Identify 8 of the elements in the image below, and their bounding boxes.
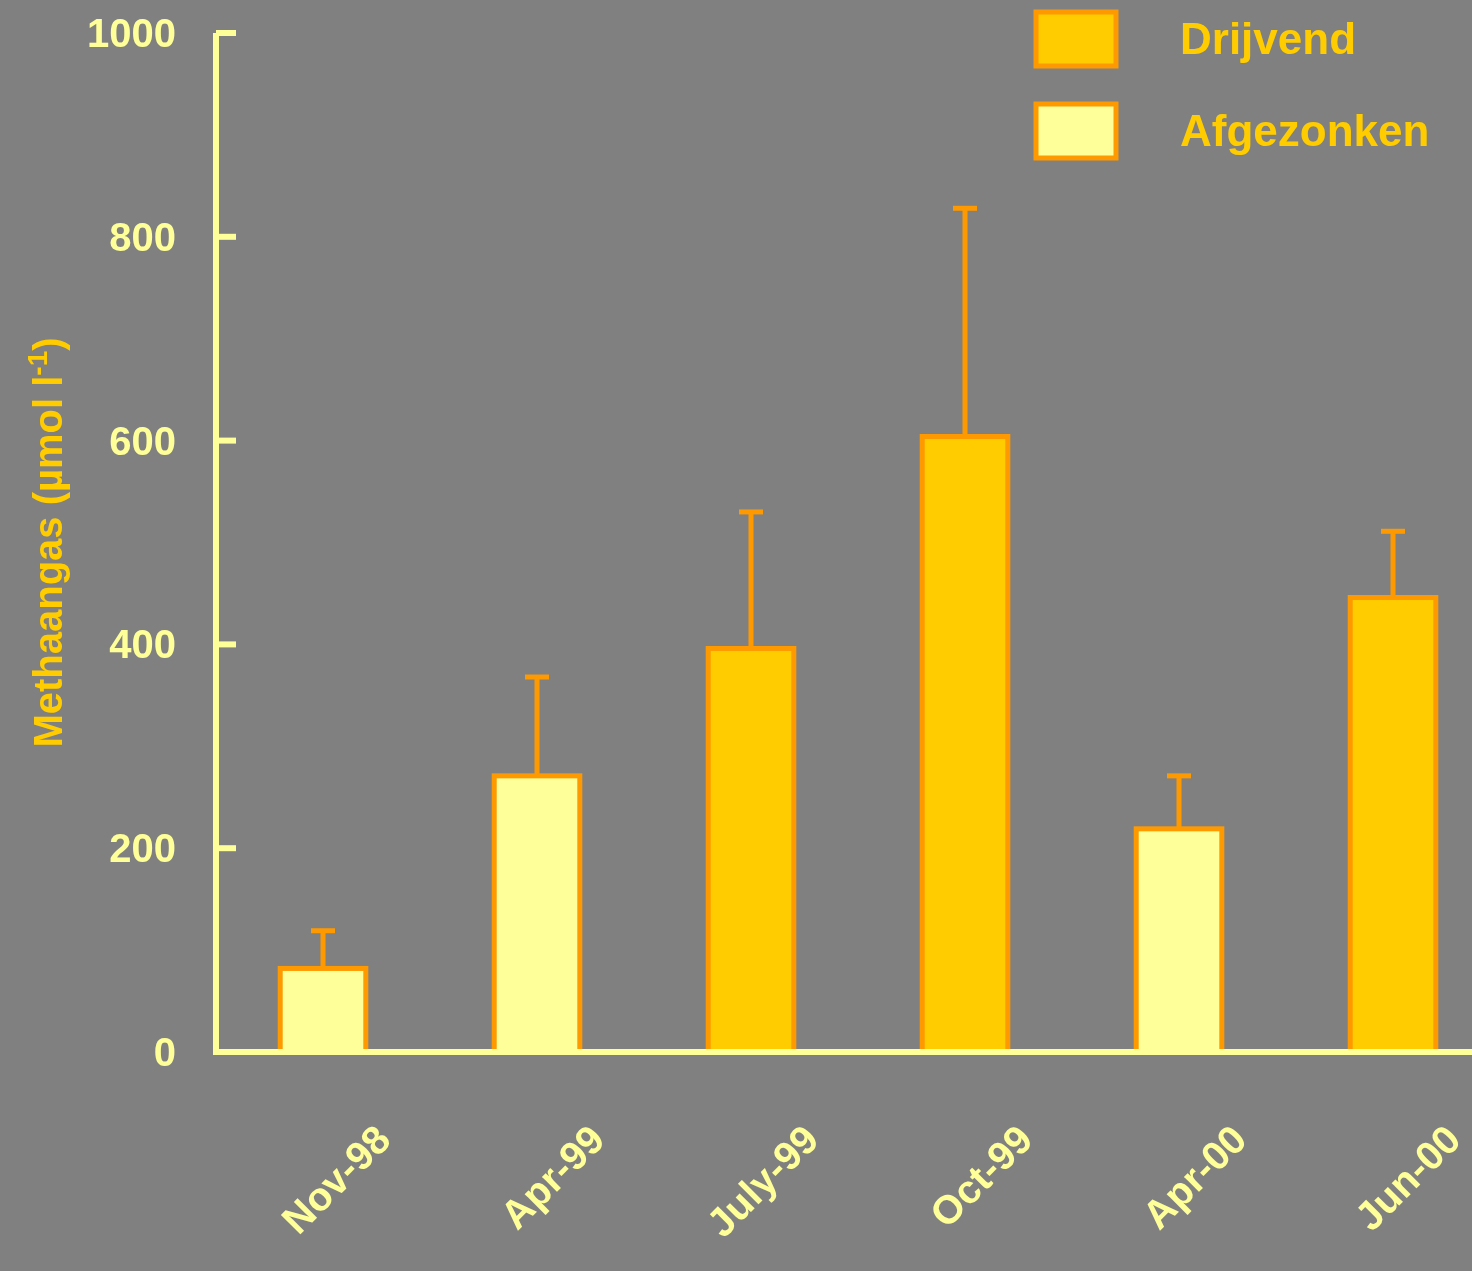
y-tick-label: 0	[153, 1030, 176, 1074]
y-tick-label: 1000	[87, 11, 176, 55]
y-tick-label: 400	[109, 622, 176, 667]
legend-label: Drijvend	[1180, 14, 1357, 64]
y-tick-label: 800	[109, 214, 176, 259]
legend-label: Afgezonken	[1180, 106, 1430, 156]
y-tick-label: 600	[109, 418, 176, 463]
y-tick-label: 200	[109, 826, 176, 871]
